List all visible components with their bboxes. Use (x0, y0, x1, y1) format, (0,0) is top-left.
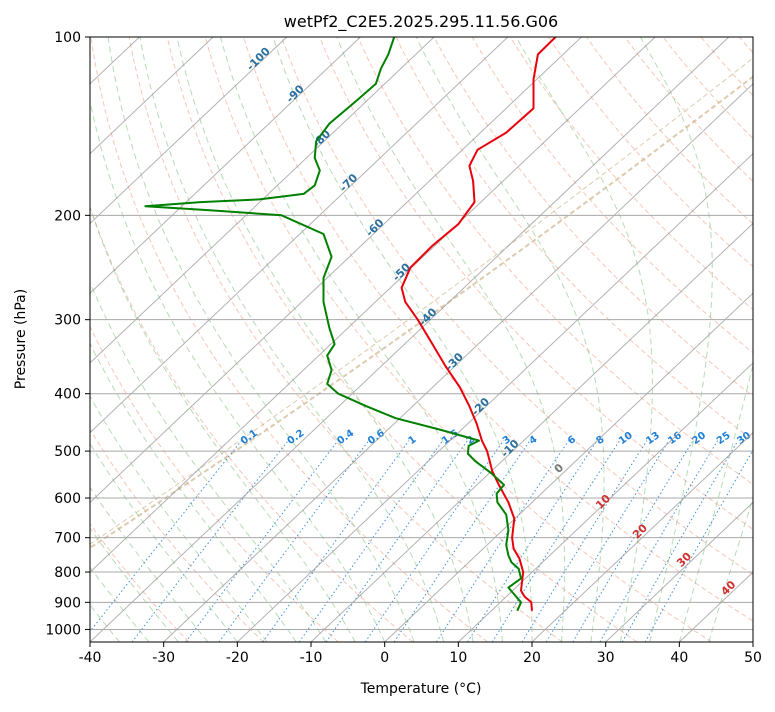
y-tick-label: 200 (54, 208, 81, 224)
x-tick-label: -30 (152, 650, 175, 666)
x-tick-label: 10 (449, 650, 467, 666)
y-tick-label: 300 (54, 313, 81, 329)
y-axis-label: Pressure (hPa) (13, 289, 29, 389)
y-tick-label: 500 (54, 444, 81, 460)
x-axis-label: Temperature (°C) (360, 681, 482, 697)
y-tick-label: 1000 (45, 622, 81, 638)
x-tick-label: -10 (300, 650, 323, 666)
x-tick-label: 0 (380, 650, 389, 666)
x-tick-label: 20 (523, 650, 541, 666)
y-tick-label: 900 (54, 595, 81, 611)
y-tick-label: 700 (54, 531, 81, 547)
y-tick-label: 600 (54, 491, 81, 507)
y-tick-label: 800 (54, 565, 81, 581)
x-tick-label: 50 (744, 650, 762, 666)
chart-title: wetPf2_C2E5.2025.295.11.56.G06 (284, 12, 558, 32)
y-tick-label: 400 (54, 387, 81, 403)
x-tick-label: 40 (670, 650, 688, 666)
x-tick-label: -20 (226, 650, 249, 666)
x-tick-label: 30 (597, 650, 615, 666)
y-tick-label: 100 (54, 30, 81, 46)
x-tick-label: -40 (79, 650, 102, 666)
